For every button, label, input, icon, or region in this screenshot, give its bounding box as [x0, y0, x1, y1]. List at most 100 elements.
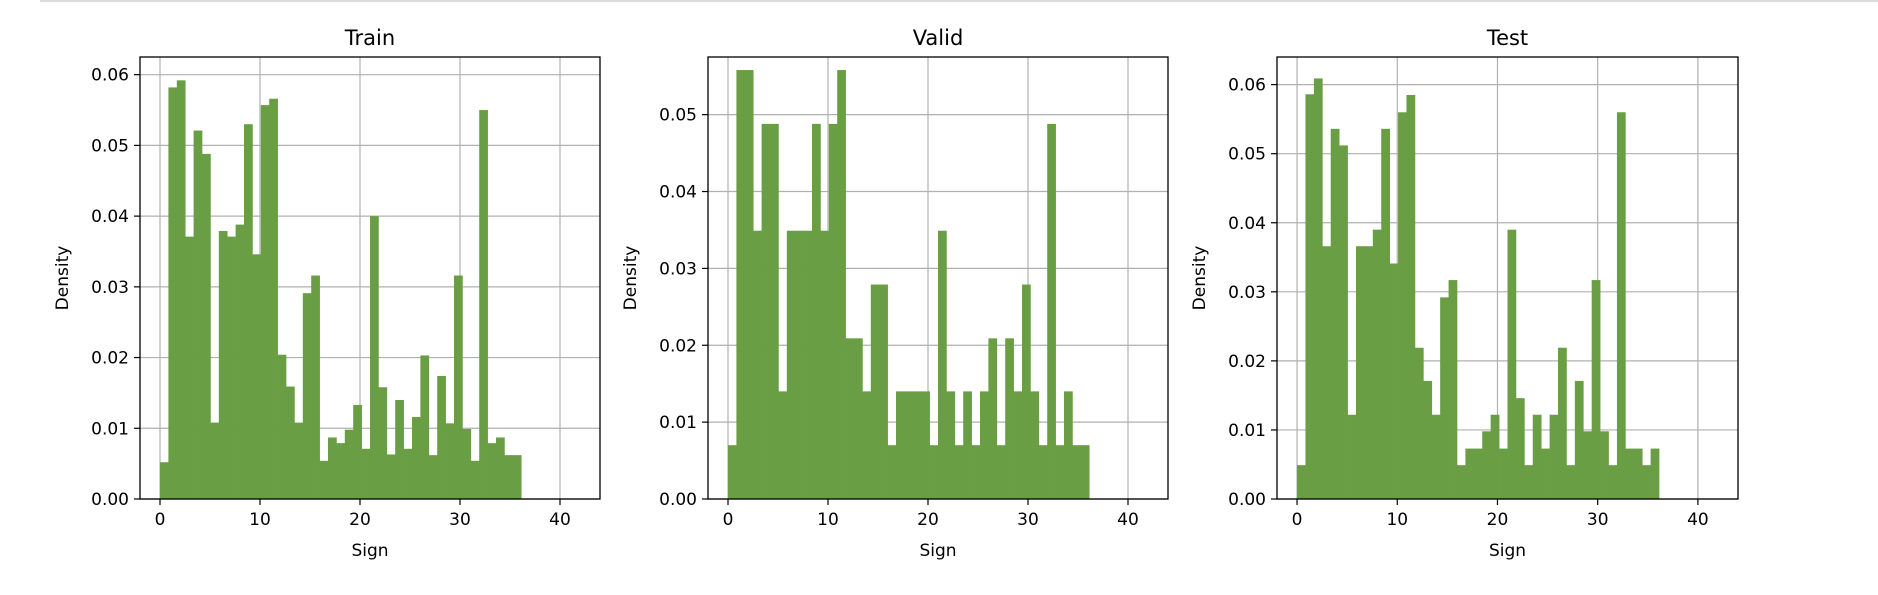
- histogram-bar: [244, 124, 253, 500]
- histogram-bar: [504, 455, 514, 499]
- y-axis-label: Density: [621, 246, 641, 311]
- histogram-bar: [1305, 94, 1315, 499]
- subplot-test: 0 10 20 30 40 0.00 0.01 0.02 0.03 0.04 0.05 0.06 Tes…: [1190, 26, 1739, 561]
- histogram-bar: [929, 445, 939, 499]
- histogram-bar: [185, 236, 194, 500]
- histogram-bar: [227, 236, 236, 500]
- histogram-bar: [1650, 448, 1660, 499]
- histogram-bar: [812, 123, 821, 499]
- histogram-bar: [1566, 465, 1576, 499]
- histogram-bar: [963, 391, 972, 499]
- y-tick-label: 0.02: [91, 349, 129, 369]
- subplot-title: Valid: [913, 26, 964, 50]
- histogram-bar: [1608, 465, 1618, 499]
- histogram-bar: [820, 230, 830, 499]
- histogram-bar: [1423, 380, 1433, 499]
- histogram-bar: [1347, 414, 1357, 499]
- x-axis-label: Sign: [919, 541, 956, 561]
- histogram-bar: [912, 391, 922, 499]
- histogram-bar: [904, 391, 914, 499]
- histogram-bar: [168, 87, 178, 499]
- histogram-bar: [954, 445, 964, 499]
- histogram-bar: [1524, 465, 1534, 499]
- histogram-bar: [176, 80, 186, 500]
- histogram-bar: [770, 123, 779, 499]
- histogram-bar: [761, 123, 771, 499]
- y-tick-label: 0.03: [91, 278, 129, 298]
- histogram-bar: [403, 448, 413, 499]
- histogram-bar: [728, 445, 737, 499]
- histogram-bar: [1047, 123, 1056, 499]
- histogram-bar: [1465, 448, 1475, 499]
- histogram-bar: [1642, 465, 1651, 499]
- x-tick-label: 10: [817, 510, 839, 530]
- histogram-bar: [328, 437, 337, 499]
- y-tick-label: 0.00: [1228, 490, 1266, 510]
- histogram-bar: [1507, 229, 1517, 499]
- histogram-bar: [786, 230, 796, 499]
- y-tick-label: 0.03: [659, 259, 697, 279]
- histogram-bar: [193, 130, 203, 499]
- x-tick-label: 40: [549, 510, 571, 530]
- histogram-bar: [437, 375, 446, 499]
- histogram-bar: [1549, 414, 1559, 499]
- histogram-bar: [1482, 431, 1492, 499]
- histogram-bar: [1448, 280, 1458, 499]
- histogram-bar: [1532, 414, 1542, 499]
- histogram-bar: [1633, 448, 1643, 499]
- y-tick-label: 0.06: [1228, 76, 1266, 96]
- histogram-bar: [1541, 448, 1550, 499]
- histogram-bar: [311, 275, 320, 499]
- histogram-bar: [778, 391, 788, 499]
- histogram-bar: [302, 293, 312, 499]
- histogram-bar: [260, 105, 270, 499]
- y-tick-label: 0.01: [659, 413, 697, 433]
- y-axis-label: Density: [53, 246, 73, 311]
- histogram-bar: [980, 391, 989, 499]
- histogram-bar: [1322, 246, 1332, 499]
- histogram-bar: [795, 230, 804, 499]
- histogram-bar: [1080, 445, 1090, 499]
- subplot-title: Train: [344, 26, 395, 50]
- histogram-bar: [319, 460, 329, 499]
- histogram-bar: [896, 391, 905, 499]
- histogram-bar: [1456, 465, 1466, 499]
- histogram-bar: [370, 216, 379, 499]
- x-tick-label: 0: [155, 510, 166, 530]
- histogram-bar: [879, 284, 888, 499]
- x-tick-label: 20: [1487, 510, 1509, 530]
- histogram-bar: [336, 443, 346, 499]
- axes-frame: [139, 56, 601, 500]
- histogram-bar: [1072, 445, 1082, 499]
- y-tick-label: 0.06: [91, 66, 129, 86]
- histogram-bar: [938, 230, 947, 499]
- histogram-bar: [277, 354, 287, 499]
- histogram-bar: [1030, 391, 1040, 499]
- histogram-bar: [921, 391, 930, 499]
- histogram-bar: [361, 448, 371, 499]
- histogram-bar: [1583, 431, 1593, 499]
- histogram-bar: [1574, 380, 1584, 499]
- y-tick-label: 0.02: [1228, 352, 1266, 372]
- x-tick-label: 0: [1292, 510, 1303, 530]
- histogram-bar: [996, 445, 1006, 499]
- x-axis-label: Sign: [1489, 541, 1526, 561]
- histogram-bar: [837, 70, 846, 500]
- x-tick-label: 30: [1017, 510, 1039, 530]
- histogram-bar: [1005, 338, 1014, 499]
- histogram-bar: [744, 70, 754, 500]
- subplot-valid: 0 10 20 30 40 0.00 0.01 0.02 0.03 0.04 0.05 Valid Si…: [621, 26, 1169, 561]
- histogram-bar: [1038, 445, 1048, 499]
- histogram-bar: [870, 284, 880, 499]
- histogram-bar: [202, 153, 211, 499]
- x-tick-label: 30: [449, 510, 471, 530]
- histogram-bar: [1297, 465, 1306, 499]
- y-tick-label: 0.05: [91, 136, 129, 156]
- histogram-bar: [269, 98, 278, 500]
- subplot-train: 0 10 20 30 40 0.00 0.01 0.02 0.03 0.04 0.05 0.06 Tra…: [53, 26, 601, 561]
- histogram-bar: [803, 230, 813, 499]
- x-tick-label: 0: [723, 510, 734, 530]
- histogram-bar: [988, 338, 998, 499]
- histogram-bar: [1355, 246, 1365, 499]
